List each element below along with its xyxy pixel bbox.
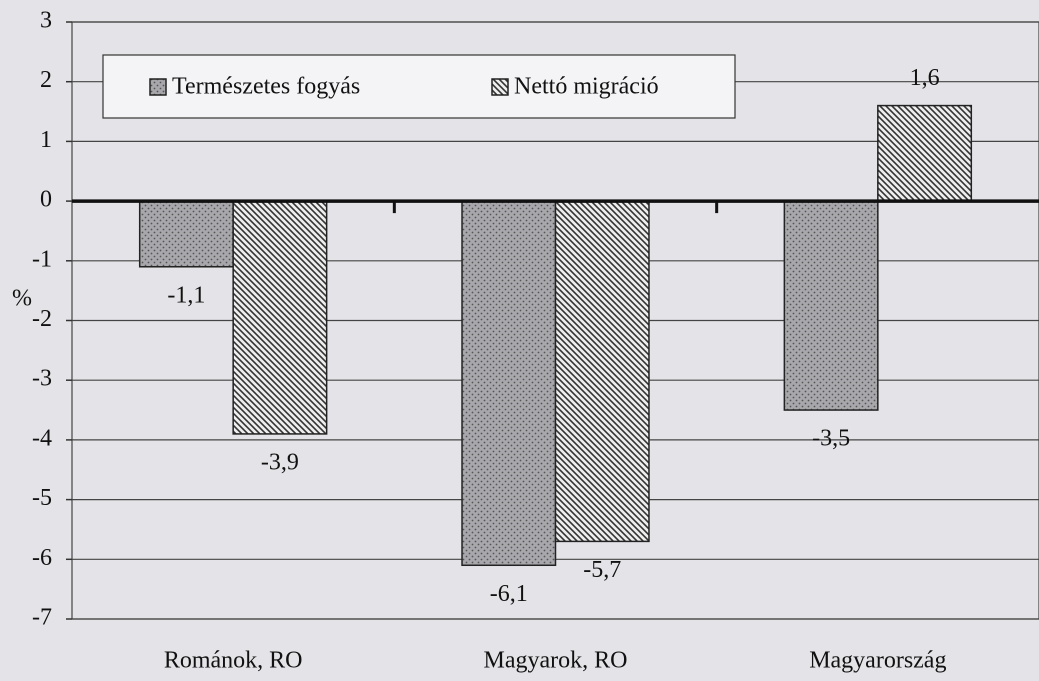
y-axis-label: % [12,286,32,312]
y-tick-label: -3 [32,366,52,392]
y-tick-label: -7 [32,605,52,631]
value-label: -6,1 [490,581,528,607]
value-label: 1,6 [910,65,940,91]
y-tick-label: 3 [40,8,52,34]
legend-label: Természetes fogyás [172,74,360,100]
y-tick-label: -5 [32,485,52,511]
legend-swatch [491,78,509,96]
y-tick-label: -4 [32,425,52,451]
legend-swatch [149,78,167,96]
legend-box [102,54,736,119]
value-label: -1,1 [167,282,205,308]
x-tick-label: Románok, RO [164,648,303,674]
x-tick-label: Magyarok, RO [484,648,628,674]
y-tick-label: -6 [32,545,52,571]
x-tick-label: Magyarország [809,648,946,674]
value-label: -3,5 [812,426,850,452]
value-label: -3,9 [261,449,299,475]
legend-label: Nettó migráció [514,74,659,100]
y-tick-label: 2 [40,67,52,93]
y-tick-label: -1 [32,246,52,272]
bar [877,104,973,202]
value-label: -5,7 [583,557,621,583]
bar [232,200,328,435]
bar [138,200,234,268]
bar [554,200,650,543]
y-tick-label: 1 [40,127,52,153]
bar [783,200,879,411]
y-tick-label: 0 [40,187,52,213]
bar [461,200,557,567]
y-tick-label: -2 [32,306,52,332]
